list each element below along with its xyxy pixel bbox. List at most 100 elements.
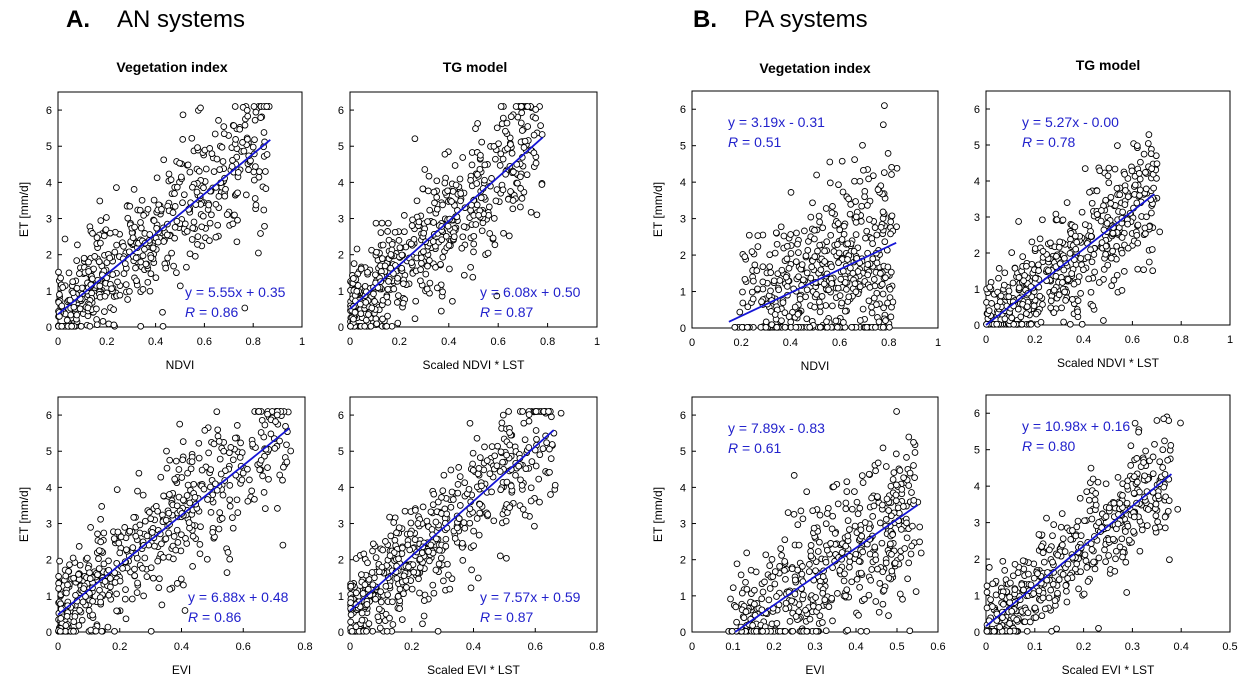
data-point xyxy=(1047,586,1055,594)
data-point xyxy=(456,502,464,509)
data-point xyxy=(58,302,66,310)
data-point xyxy=(379,315,386,323)
data-point xyxy=(55,268,62,276)
data-point xyxy=(1100,266,1108,273)
plot-frame xyxy=(349,91,598,328)
data-point xyxy=(843,286,850,293)
data-point xyxy=(789,308,796,316)
data-point xyxy=(86,322,94,330)
column-title-a-vegetation-index: Vegetation index xyxy=(116,59,227,75)
data-point xyxy=(456,175,464,183)
data-point xyxy=(384,285,392,293)
data-point xyxy=(1046,546,1053,554)
data-point xyxy=(200,485,208,493)
data-point xyxy=(1121,201,1129,208)
data-point xyxy=(231,211,238,219)
data-point xyxy=(785,264,793,272)
data-point xyxy=(244,135,251,143)
data-point xyxy=(1056,238,1064,246)
data-point xyxy=(182,535,189,542)
regression-equation: y = 6.08x + 0.50 xyxy=(480,284,581,300)
correlation-coefficient: R = 0.78 xyxy=(1022,134,1076,150)
data-point xyxy=(372,271,379,279)
x-tick-label: 0.8 xyxy=(589,641,604,653)
data-point xyxy=(1085,275,1092,283)
data-point xyxy=(154,507,161,515)
data-point xyxy=(1116,543,1124,551)
data-point xyxy=(433,284,441,292)
data-point xyxy=(476,165,484,173)
data-point xyxy=(103,214,110,221)
data-point xyxy=(851,177,858,185)
x-axis-label: EVI xyxy=(172,663,191,677)
data-point xyxy=(126,202,134,210)
data-point xyxy=(855,611,862,619)
data-point xyxy=(803,286,811,294)
data-point xyxy=(893,408,900,415)
data-point xyxy=(811,235,818,243)
data-point xyxy=(401,507,409,515)
data-point xyxy=(521,511,529,519)
data-point xyxy=(766,562,774,569)
x-tick-label: 0 xyxy=(983,641,989,653)
data-point xyxy=(442,542,450,550)
data-point xyxy=(431,199,438,207)
data-point xyxy=(1073,238,1081,246)
data-point xyxy=(459,233,467,241)
data-point xyxy=(107,583,114,591)
data-point xyxy=(745,231,753,239)
data-point xyxy=(1059,216,1067,224)
data-point xyxy=(491,452,499,460)
data-point xyxy=(1149,267,1157,275)
data-point xyxy=(1164,456,1171,464)
data-point xyxy=(507,141,514,148)
data-point xyxy=(412,506,419,514)
data-point xyxy=(1141,472,1148,480)
data-point xyxy=(790,510,798,518)
data-point xyxy=(1148,165,1156,173)
data-point xyxy=(439,487,447,495)
data-point xyxy=(872,598,880,605)
data-point xyxy=(171,203,179,210)
data-point xyxy=(358,609,366,617)
data-point xyxy=(372,595,379,603)
data-point xyxy=(882,274,889,282)
data-point xyxy=(97,239,104,247)
data-point xyxy=(347,322,354,330)
data-point xyxy=(1077,290,1084,297)
data-point xyxy=(481,161,489,169)
data-point xyxy=(220,130,228,138)
data-point xyxy=(1096,167,1104,175)
data-point xyxy=(1051,597,1059,604)
y-tick-label: 4 xyxy=(338,177,344,189)
data-point xyxy=(133,589,141,596)
data-point xyxy=(782,599,790,607)
data-point xyxy=(908,542,916,550)
data-point xyxy=(742,608,750,616)
data-point xyxy=(1113,271,1121,279)
data-point xyxy=(773,593,780,600)
data-point xyxy=(197,104,204,112)
data-point xyxy=(476,454,484,461)
data-point xyxy=(438,494,445,501)
data-point xyxy=(140,592,147,600)
data-point xyxy=(867,576,875,584)
data-point xyxy=(165,509,173,517)
data-point xyxy=(547,455,555,462)
data-point xyxy=(195,454,203,462)
data-point xyxy=(869,240,876,247)
data-point xyxy=(459,154,467,161)
data-point xyxy=(56,313,63,320)
data-point xyxy=(1063,587,1070,595)
data-point xyxy=(765,596,773,604)
data-point xyxy=(484,511,492,518)
data-point xyxy=(422,270,430,278)
data-point xyxy=(95,258,103,266)
data-point xyxy=(1092,490,1100,497)
data-point xyxy=(1072,245,1080,253)
data-point xyxy=(1064,560,1072,568)
data-point xyxy=(1085,496,1093,504)
data-point xyxy=(203,555,211,563)
data-point xyxy=(389,621,397,628)
data-point xyxy=(869,255,877,263)
